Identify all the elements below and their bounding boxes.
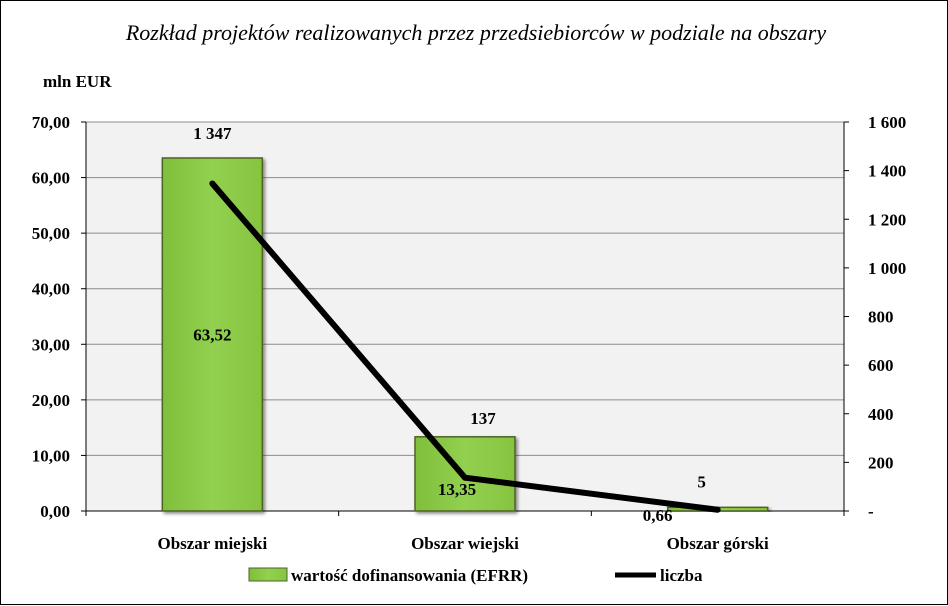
line-value-label: 137 — [470, 409, 496, 428]
category-label: Obszar miejski — [157, 534, 267, 553]
left-axis-tick-label: 50,00 — [32, 224, 70, 243]
right-axis-tick-label: - — [868, 502, 874, 521]
legend-label-bar: wartość dofinansowania (EFRR) — [291, 566, 528, 585]
right-axis-tick-label: 400 — [868, 405, 894, 424]
legend-swatch-bar — [248, 567, 288, 582]
right-axis-tick-label: 1 400 — [868, 162, 906, 181]
left-axis-tick-label: 70,00 — [32, 113, 70, 132]
left-axis-tick-label: 20,00 — [32, 391, 70, 410]
line-point-1 — [209, 180, 216, 187]
right-axis-tick-label: 1 600 — [868, 113, 906, 132]
left-axis-tick-label: 10,00 — [32, 446, 70, 465]
left-axis-tick-label: 30,00 — [32, 335, 70, 354]
line-value-label: 1 347 — [193, 124, 232, 143]
bar-value-label: 63,52 — [193, 326, 231, 345]
line-point-3 — [714, 506, 721, 513]
bar-value-label: 13,35 — [438, 480, 476, 499]
category-label: Obszar wiejski — [411, 534, 519, 553]
line-value-label: 5 — [697, 472, 706, 491]
left-axis-tick-label: 40,00 — [32, 280, 70, 299]
y-axis-unit-label: mln EUR — [43, 72, 112, 91]
right-axis-tick-label: 1 200 — [868, 210, 906, 229]
right-axis-tick-label: 600 — [868, 356, 894, 375]
legend-label-line: liczba — [660, 566, 703, 585]
bar-1 — [161, 157, 264, 512]
right-axis-tick-label: 1 000 — [868, 259, 906, 278]
line-point-2 — [462, 474, 468, 481]
category-label: Obszar górski — [667, 534, 769, 553]
left-axis-tick-label: 0,00 — [40, 502, 70, 521]
chart-title: Rozkład projektów realizowanych przez pr… — [125, 20, 827, 45]
right-axis-tick-label: 200 — [868, 453, 894, 472]
left-axis-tick-label: 60,00 — [32, 169, 70, 188]
bar-value-label: 0,66 — [643, 506, 673, 525]
right-axis-tick-label: 800 — [868, 308, 894, 327]
